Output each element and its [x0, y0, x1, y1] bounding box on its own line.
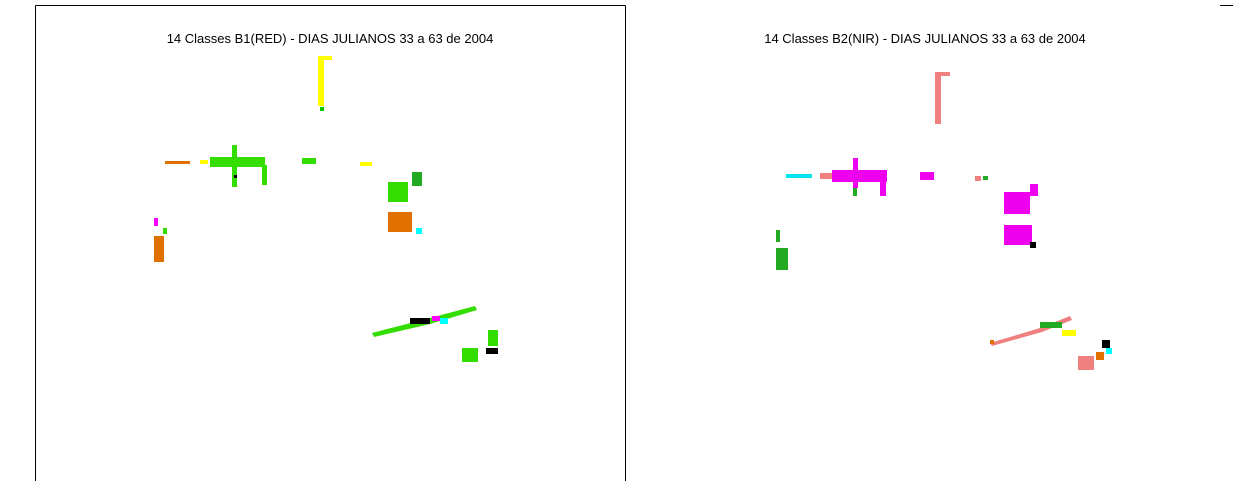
pixel-cluster: [832, 170, 887, 182]
pixel-cluster: [938, 72, 950, 76]
pixel-cluster: [412, 172, 422, 186]
pixel-cluster: [990, 340, 994, 344]
pixel-cluster: [776, 248, 788, 270]
pixel-cluster: [432, 316, 440, 321]
pixel-cluster: [163, 228, 167, 234]
pixel-cluster: [786, 174, 812, 178]
pixel-cluster: [920, 172, 934, 180]
pixel-cluster: [262, 165, 267, 185]
pixel-cluster: [210, 157, 265, 167]
pixel-cluster: [154, 236, 164, 262]
pixel-cluster: [776, 230, 780, 242]
pixel-cluster: [1062, 330, 1076, 336]
pixel-cluster: [1106, 348, 1112, 354]
pixel-cluster: [853, 188, 857, 196]
pixel-cluster: [486, 348, 498, 354]
pixel-cluster: [302, 158, 316, 164]
pixel-cluster: [1078, 356, 1094, 370]
pixel-cluster: [165, 161, 190, 164]
pixel-cluster: [232, 145, 237, 187]
panel-title: 14 Classes B1(RED) - DIAS JULIANOS 33 a …: [167, 31, 494, 46]
pixel-cluster: [1096, 352, 1104, 360]
pixel-cluster: [410, 318, 430, 324]
pixel-cluster: [200, 160, 208, 164]
pixel-cluster: [990, 316, 1072, 346]
pixel-cluster: [820, 173, 832, 179]
pixel-cluster: [360, 162, 372, 166]
pixel-cluster: [1004, 192, 1030, 214]
pixel-cluster: [388, 182, 408, 202]
pixel-cluster: [416, 228, 422, 234]
pixel-cluster: [1004, 225, 1032, 245]
pixel-cluster: [983, 176, 988, 180]
pixel-cluster: [1030, 184, 1038, 196]
pixel-cluster: [975, 176, 981, 181]
classified-pixels-right: [776, 72, 1112, 370]
pixel-cluster: [880, 178, 886, 196]
pixel-cluster: [1102, 340, 1110, 348]
pixel-cluster: [1030, 242, 1036, 248]
pixel-cluster: [440, 318, 448, 324]
pixel-cluster: [488, 330, 498, 346]
pixel-cluster: [1040, 322, 1062, 328]
pixel-cluster: [154, 218, 158, 226]
panel-title: 14 Classes B2(NIR) - DIAS JULIANOS 33 a …: [764, 31, 1086, 46]
pixel-cluster: [935, 72, 941, 124]
classified-pixels-left: [154, 56, 498, 362]
pixel-cluster: [234, 175, 237, 178]
pixel-cluster: [318, 56, 324, 106]
frame: [35, 5, 1233, 481]
pixel-cluster: [320, 107, 324, 111]
pixel-cluster: [462, 348, 478, 362]
pixel-cluster: [853, 158, 858, 188]
pixel-cluster: [388, 212, 412, 232]
pixel-cluster: [322, 56, 332, 60]
